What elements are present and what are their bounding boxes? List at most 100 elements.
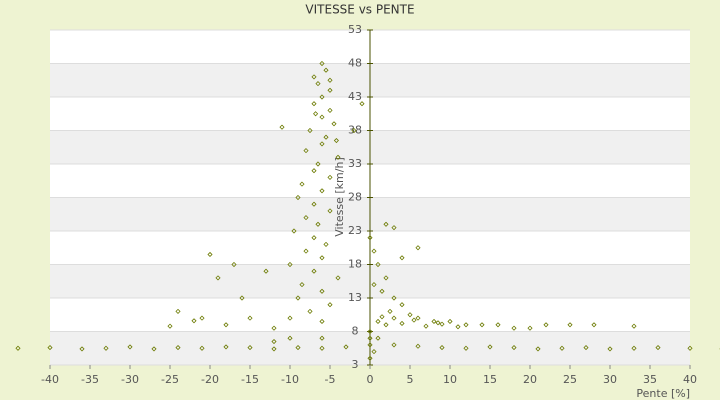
x-tick-label: -15 [241, 373, 259, 386]
point [151, 346, 157, 352]
point [399, 320, 405, 327]
point [311, 168, 317, 174]
point [391, 315, 397, 321]
y-tick-label: 13 [348, 291, 362, 304]
x-tick-label: 0 [367, 373, 374, 386]
y-tick-label: 8 [352, 325, 359, 338]
point [375, 318, 381, 325]
point [567, 322, 573, 328]
point [311, 101, 317, 107]
point [323, 134, 329, 140]
point [315, 81, 321, 87]
point [343, 344, 349, 350]
y-axis-label: Vitesse [km/h] [333, 157, 346, 237]
point [307, 308, 313, 314]
point [439, 321, 445, 327]
point [379, 314, 385, 320]
point [207, 251, 213, 258]
point [315, 221, 321, 227]
point [295, 194, 301, 201]
point [383, 322, 389, 328]
x-tick-label: -5 [325, 373, 336, 386]
point [295, 295, 301, 301]
point [655, 345, 661, 351]
x-tick-label: 40 [683, 373, 697, 386]
point [287, 261, 293, 268]
point [303, 248, 309, 254]
point [319, 318, 325, 325]
point [535, 346, 541, 352]
point [307, 127, 313, 134]
point [375, 261, 381, 268]
x-tick-label: 35 [643, 373, 657, 386]
x-tick-label: 15 [483, 373, 497, 386]
point [391, 342, 397, 348]
point [687, 345, 693, 351]
point [231, 261, 237, 268]
point [371, 349, 377, 355]
point [367, 335, 373, 341]
point [463, 322, 469, 328]
x-tick-label: 10 [443, 373, 457, 386]
point [527, 325, 533, 331]
point [199, 345, 205, 351]
point [175, 345, 181, 351]
x-tick-label: -10 [281, 373, 299, 386]
point [399, 302, 405, 308]
point [367, 235, 373, 241]
point [319, 345, 325, 351]
x-tick-label: 5 [407, 373, 414, 386]
y-tick-label: 28 [348, 191, 362, 204]
point [335, 154, 341, 160]
point [391, 225, 397, 231]
point [313, 111, 319, 117]
point [387, 308, 393, 314]
x-axis-label: Pente [%] [636, 387, 690, 400]
point [463, 345, 469, 351]
point [583, 345, 589, 351]
point [295, 345, 301, 351]
y-tick-label: 43 [348, 90, 362, 103]
point [299, 282, 305, 288]
point [311, 235, 317, 241]
x-tick-label: 30 [603, 373, 617, 386]
point [415, 315, 421, 321]
point [319, 255, 325, 261]
point [247, 345, 253, 351]
point [303, 148, 309, 154]
point [215, 275, 221, 281]
point [383, 275, 389, 281]
point [559, 345, 565, 351]
point [79, 346, 85, 352]
point [327, 87, 333, 93]
point [371, 282, 377, 288]
point [239, 295, 245, 301]
point [631, 345, 637, 351]
point [487, 344, 493, 350]
y-tick-label: 18 [348, 258, 362, 271]
point [271, 325, 277, 331]
point [447, 318, 453, 325]
point [543, 322, 549, 328]
point [415, 245, 421, 251]
point [167, 323, 173, 329]
point [367, 328, 373, 335]
point [315, 161, 321, 167]
point [319, 94, 325, 100]
point [495, 322, 501, 328]
point [287, 335, 293, 341]
point [591, 322, 597, 328]
x-tick-label: -40 [41, 373, 59, 386]
x-tick-label: -30 [121, 373, 139, 386]
point [327, 107, 333, 113]
point [291, 228, 297, 234]
point [399, 255, 405, 261]
point [431, 318, 437, 325]
point [303, 215, 309, 221]
point [287, 315, 293, 321]
point [333, 137, 339, 144]
y-tick-label: 23 [348, 224, 362, 237]
x-tick-label: -35 [81, 373, 99, 386]
point [191, 318, 197, 324]
